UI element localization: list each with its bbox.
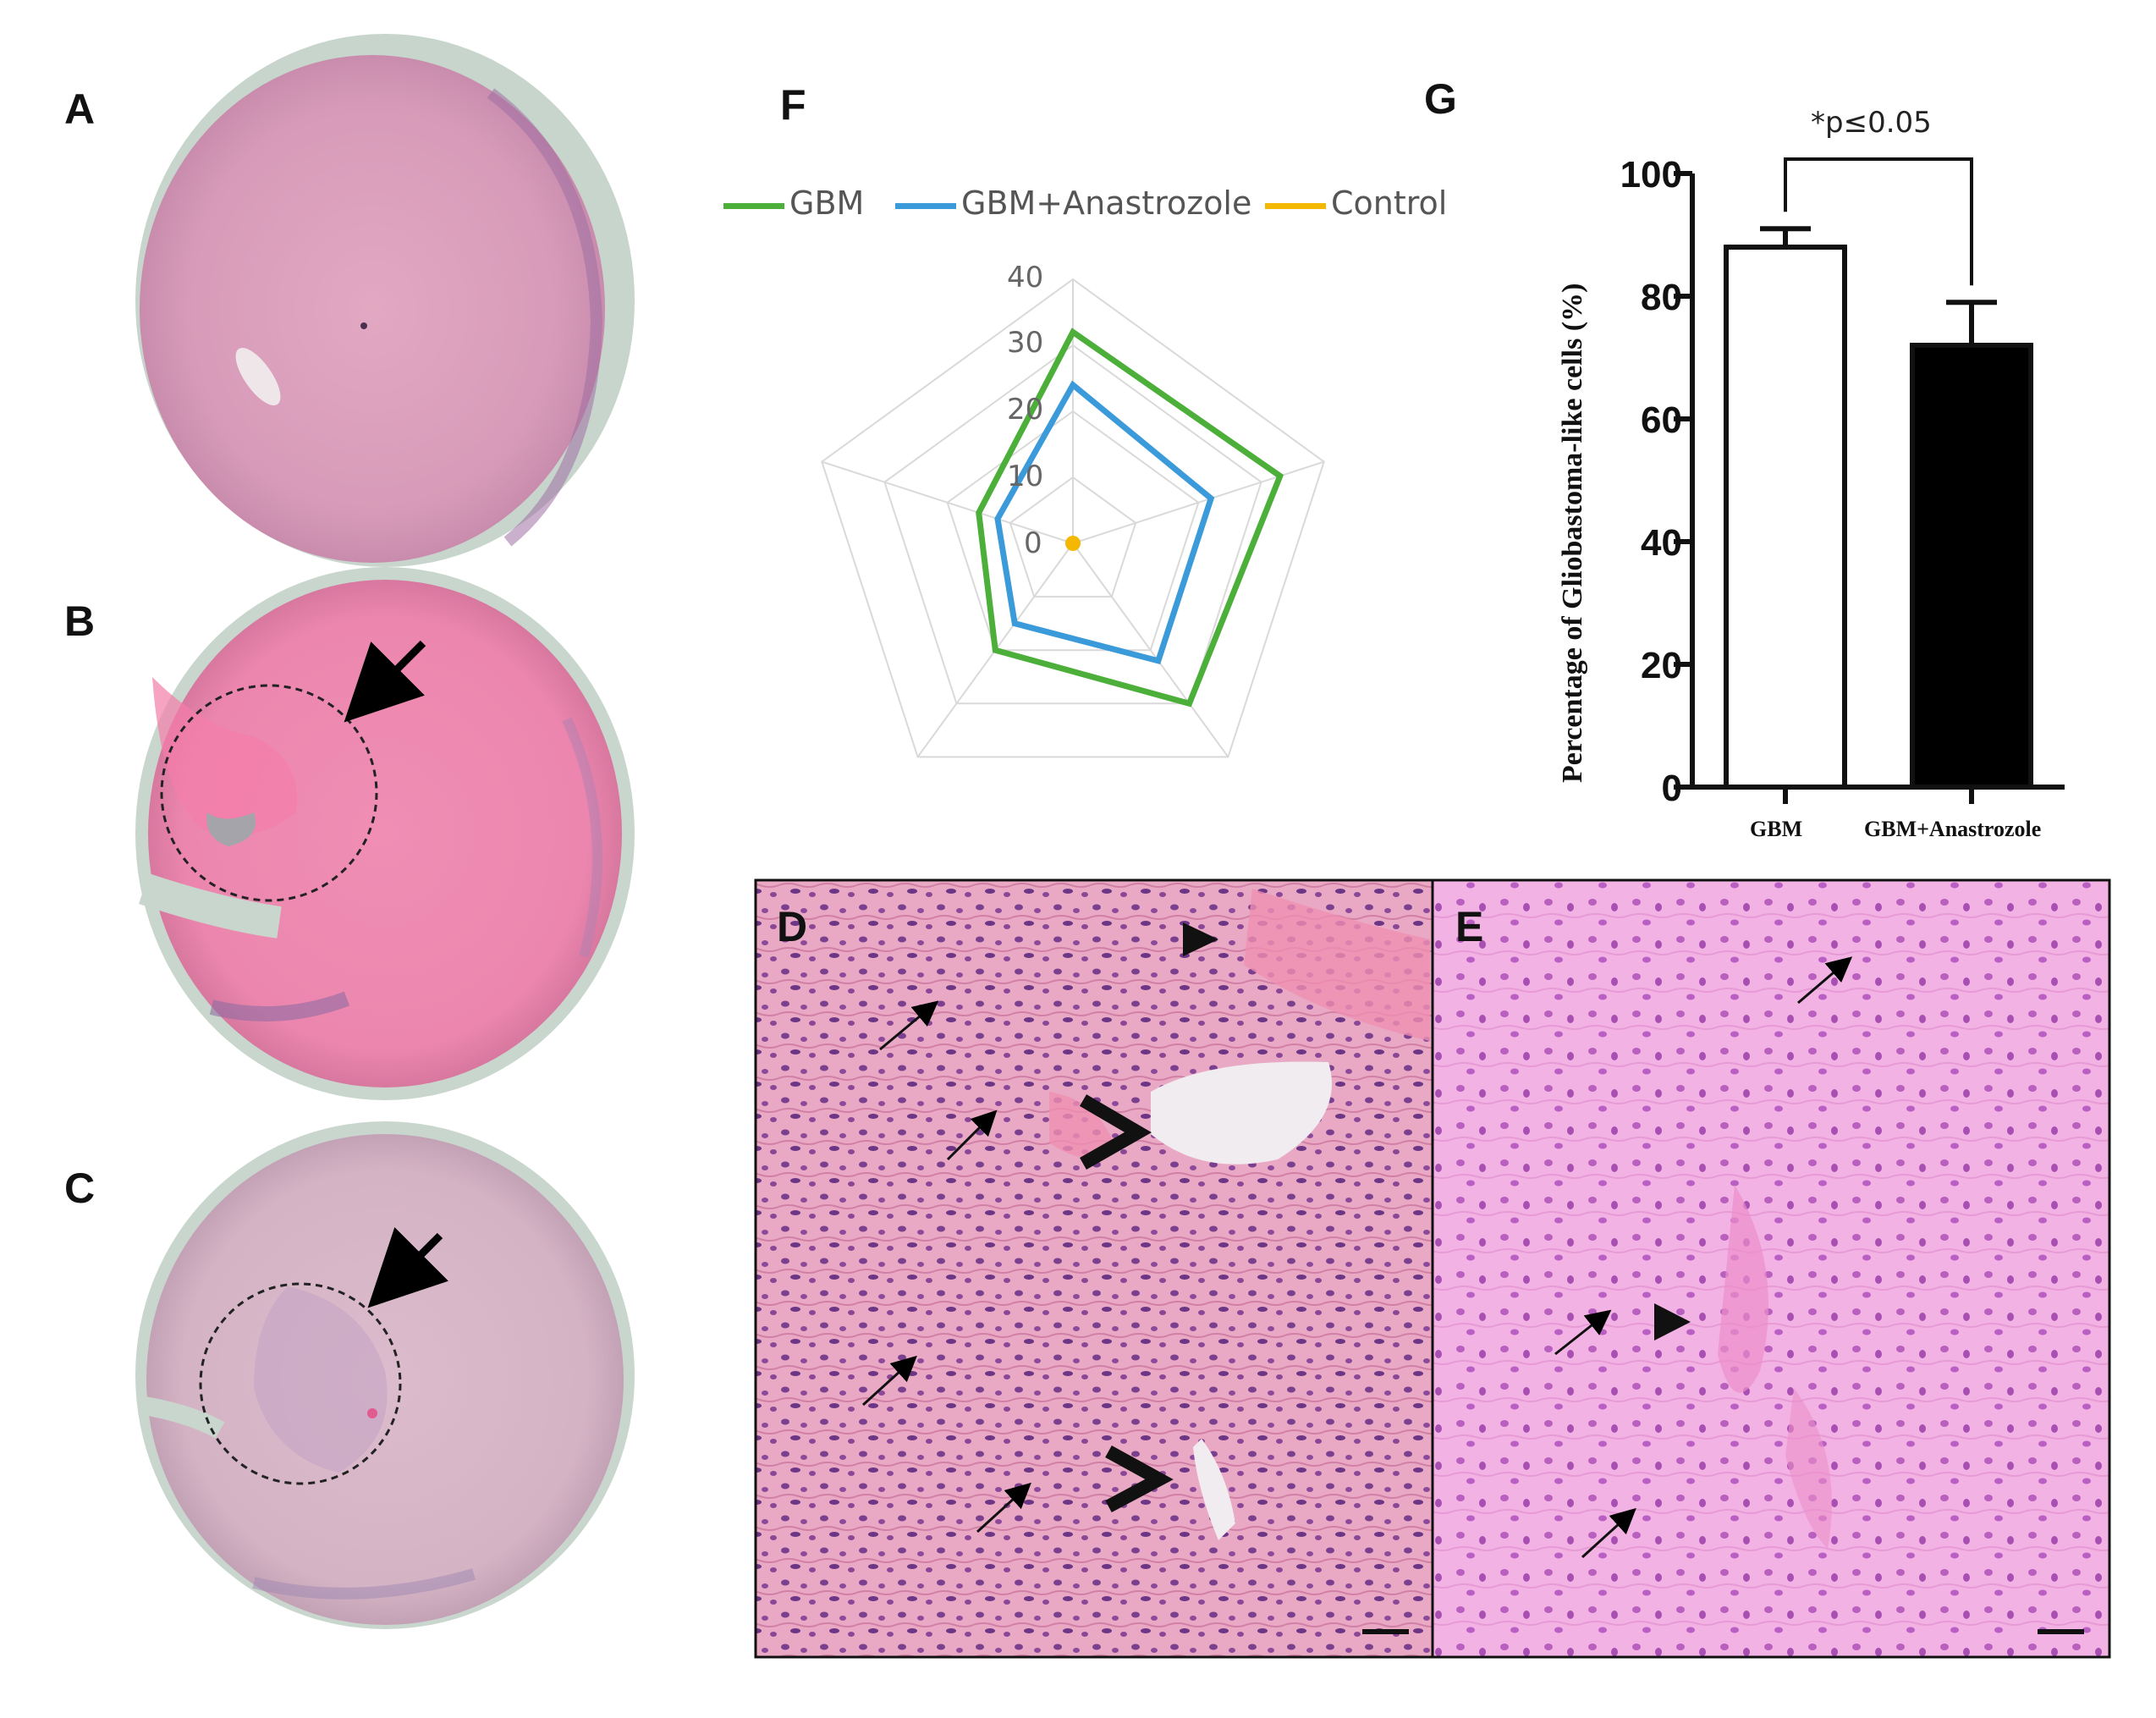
- chevron-marker: [1105, 1445, 1174, 1513]
- x-category-gbm: GBM: [1750, 817, 1803, 841]
- legend-label-control: Control: [1331, 184, 1448, 222]
- panel-label-f: F: [780, 81, 806, 129]
- radar-tick-30: 30: [1007, 326, 1044, 360]
- radar-chart: [821, 278, 1325, 758]
- y-tick-100: 100: [1620, 154, 1682, 195]
- y-tick-20: 20: [1641, 645, 1682, 686]
- radar-spoke: [1072, 542, 1229, 758]
- panel-label-g: G: [1424, 75, 1457, 123]
- panel-label-d: D: [777, 903, 807, 950]
- y-axis-title: Percentage of Gliobastoma-like cells (%): [1557, 283, 1588, 783]
- y-tick-0: 0: [1661, 768, 1682, 809]
- radar-series-gbm: [976, 328, 1284, 708]
- histology-panel-c: [135, 1121, 635, 1629]
- radar-grid-ring: [1009, 476, 1137, 598]
- significance-label: *p≤0.05: [1811, 106, 1932, 140]
- legend-swatch-gbm-anastrozole: [895, 203, 956, 209]
- bar-chart: [1674, 157, 2065, 804]
- legend-swatch-control: [1265, 203, 1326, 209]
- histology-panel-a: [135, 34, 635, 567]
- radar-grid-ring: [946, 410, 1200, 652]
- y-tick-60: 60: [1641, 399, 1682, 441]
- radar-tick-0: 0: [1024, 526, 1042, 560]
- radar-tick-40: 40: [1007, 261, 1044, 295]
- legend-label-gbm-anastrozole: GBM+Anastrozole: [961, 184, 1252, 222]
- panel-label-e: E: [1455, 903, 1483, 950]
- significance-bracket: [1784, 157, 1973, 286]
- radar-series-control: [1065, 536, 1081, 551]
- tumor-region-outline: [160, 684, 378, 902]
- y-tick-80: 80: [1641, 277, 1682, 318]
- legend-swatch-gbm: [723, 203, 784, 209]
- radar-grid-ring: [883, 344, 1262, 705]
- arrowhead-marker: [1654, 1303, 1691, 1341]
- micrograph-panel-e: [1431, 878, 2111, 1659]
- micrograph-panel-d: [754, 878, 1434, 1659]
- legend-label-gbm: GBM: [789, 184, 865, 222]
- tumor-arrow: [344, 640, 426, 723]
- bar-gbm: [1724, 245, 1847, 790]
- y-tick-40: 40: [1641, 522, 1682, 564]
- panel-label-c: C: [64, 1165, 96, 1212]
- vessel-lumen: [1151, 1061, 1332, 1165]
- tumor-arrow: [367, 1226, 449, 1308]
- panel-label-b: B: [64, 597, 96, 645]
- histology-panel-b: [135, 567, 635, 1100]
- arrowhead-marker: [1183, 922, 1218, 956]
- bar-gbm-anastrozole: [1910, 343, 2033, 790]
- radar-tick-20: 20: [1007, 393, 1044, 427]
- radar-spoke: [821, 460, 1074, 544]
- tumor-region-outline: [199, 1282, 402, 1485]
- chevron-marker: [1079, 1094, 1152, 1170]
- radar-series-gbm-anastrozole: [994, 380, 1215, 665]
- radar-grid-ring: [821, 278, 1325, 758]
- x-category-gbm-anastrozole: GBM+Anastrozole: [1864, 817, 2042, 841]
- radar-tick-10: 10: [1007, 460, 1044, 493]
- panel-label-a: A: [64, 85, 96, 133]
